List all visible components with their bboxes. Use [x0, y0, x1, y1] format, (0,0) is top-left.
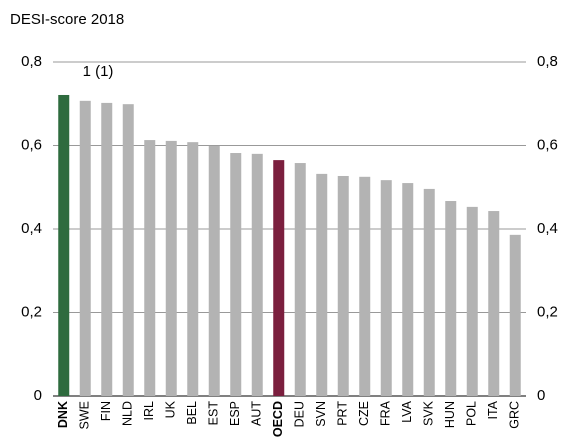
annotation: 1 (1) — [83, 63, 114, 80]
bar — [509, 234, 521, 396]
y-tick-label: 0,6 — [21, 136, 42, 153]
y2-tick-label: 0,8 — [537, 53, 558, 70]
x-tick-label: IRL — [142, 401, 156, 421]
bar — [79, 100, 91, 396]
bar — [294, 163, 306, 396]
bar — [380, 180, 392, 396]
x-tick-label: GRC — [508, 401, 522, 429]
x-tick-label: DEU — [293, 401, 307, 427]
x-tick-label: LVA — [400, 400, 414, 422]
bar — [402, 183, 414, 396]
y-tick-label: 0,8 — [21, 53, 42, 70]
x-tick-label: CZE — [357, 401, 371, 426]
bar — [144, 140, 156, 396]
bar — [187, 142, 199, 396]
bar — [165, 140, 177, 396]
x-tick-label: SVK — [422, 400, 436, 426]
y2-tick-label: 0,4 — [537, 220, 558, 237]
bar — [466, 206, 478, 396]
x-tick-label: EST — [207, 401, 221, 426]
bar — [359, 176, 371, 396]
bar — [122, 104, 134, 396]
x-tick-label: SVN — [314, 401, 328, 427]
bar — [230, 153, 242, 396]
y-tick-label: 0,2 — [21, 303, 42, 320]
x-tick-label: SWE — [78, 401, 92, 429]
bar — [337, 175, 349, 396]
bar — [58, 94, 70, 397]
x-tick-label: FIN — [99, 401, 113, 421]
bar — [488, 211, 500, 396]
bar — [316, 173, 328, 396]
bar — [273, 160, 285, 396]
bar — [208, 145, 220, 396]
y2-tick-label: 0,6 — [537, 136, 558, 153]
y-tick-label: 0,4 — [21, 220, 42, 237]
bar — [101, 102, 113, 396]
x-tick-label: AUT — [250, 401, 264, 426]
x-tick-label: ITA — [486, 400, 500, 419]
x-tick-label: BEL — [185, 401, 199, 425]
chart-title: DESI-score 2018 — [10, 11, 124, 28]
x-tick-label: ESP — [228, 401, 242, 426]
bar — [251, 153, 263, 396]
x-tick-label: POL — [465, 401, 479, 426]
x-tick-label: PRT — [336, 401, 350, 426]
x-tick-label: FRA — [379, 400, 393, 426]
bar — [445, 201, 457, 396]
x-tick-label: OECD — [271, 401, 285, 437]
x-tick-label: HUN — [443, 401, 457, 428]
y-tick-label: 0 — [34, 387, 42, 404]
x-tick-label: NLD — [121, 401, 135, 426]
x-tick-label: DNK — [56, 401, 70, 428]
bar — [423, 188, 435, 396]
y2-tick-label: 0 — [537, 387, 545, 404]
x-tick-label: UK — [164, 400, 178, 418]
y2-tick-label: 0,2 — [537, 303, 558, 320]
